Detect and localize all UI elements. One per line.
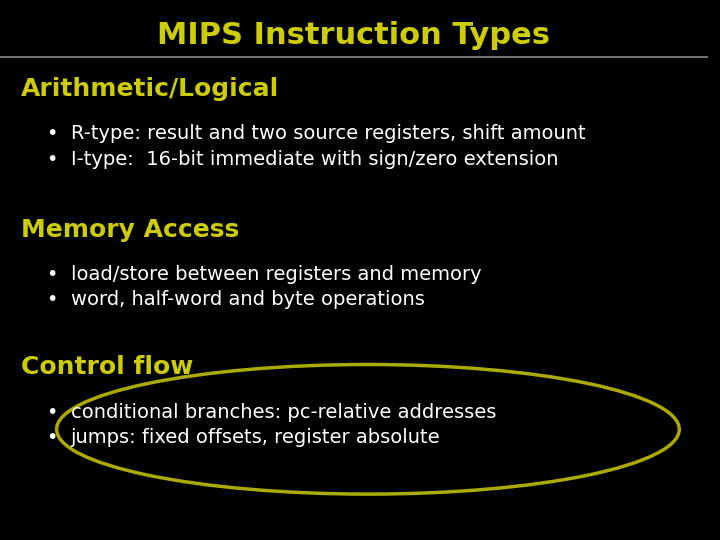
Text: MIPS Instruction Types: MIPS Instruction Types: [157, 21, 550, 50]
Text: •: •: [46, 290, 58, 309]
Text: R-type: result and two source registers, shift amount: R-type: result and two source registers,…: [71, 124, 585, 144]
Text: load/store between registers and memory: load/store between registers and memory: [71, 265, 482, 284]
Text: •: •: [46, 428, 58, 447]
Text: •: •: [46, 265, 58, 284]
Text: conditional branches: pc-relative addresses: conditional branches: pc-relative addres…: [71, 402, 496, 422]
Text: word, half-word and byte operations: word, half-word and byte operations: [71, 290, 425, 309]
Text: Memory Access: Memory Access: [21, 218, 240, 241]
Text: Arithmetic/Logical: Arithmetic/Logical: [21, 77, 279, 101]
Text: •: •: [46, 402, 58, 422]
Text: jumps: fixed offsets, register absolute: jumps: fixed offsets, register absolute: [71, 428, 441, 447]
Text: •: •: [46, 150, 58, 169]
Text: Control flow: Control flow: [21, 355, 194, 379]
Text: I-type:  16-bit immediate with sign/zero extension: I-type: 16-bit immediate with sign/zero …: [71, 150, 558, 169]
Text: •: •: [46, 124, 58, 144]
